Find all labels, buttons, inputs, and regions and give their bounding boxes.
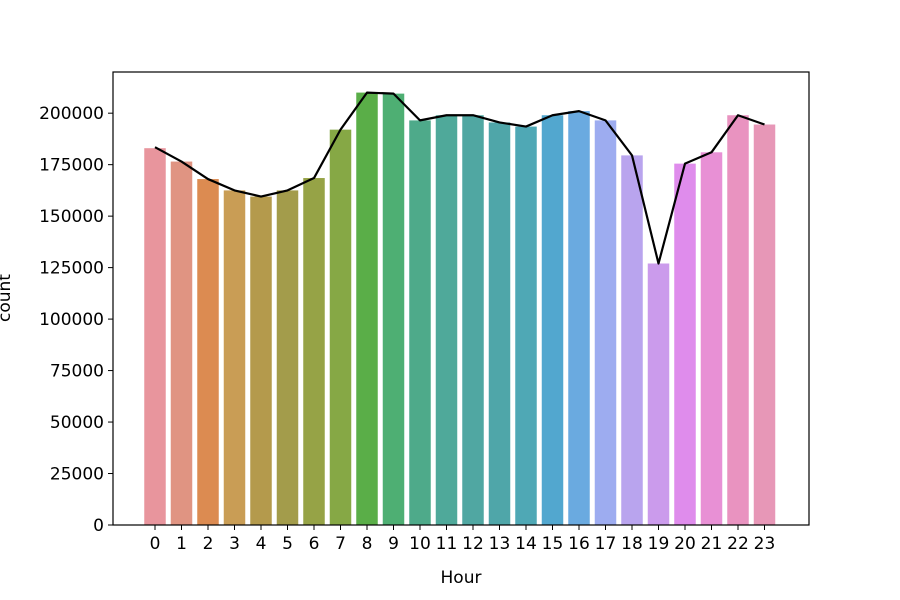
x-tick-label: 4 (256, 534, 267, 554)
x-tick-label: 8 (362, 534, 373, 554)
x-tick-label: 21 (701, 534, 723, 554)
x-tick-label: 5 (282, 534, 293, 554)
bar-hour-11 (435, 115, 458, 526)
bar-hour-6 (303, 178, 325, 526)
bar-hour-9 (382, 93, 405, 526)
y-tick-label: 50000 (50, 413, 104, 433)
x-tick-label: 15 (542, 534, 564, 554)
bar-hour-12 (462, 115, 484, 526)
x-tick-label: 20 (674, 534, 696, 554)
y-tick-label: 175000 (39, 156, 104, 176)
bar-hour-21 (700, 152, 723, 526)
y-tick-label: 0 (93, 516, 104, 536)
bar-hour-22 (727, 115, 749, 526)
x-axis: 0 1 2 3 4 5 6 7 8 9 10 11 12 13 14 15 16 17 18 19 20 21 22 23 (150, 525, 776, 554)
bar-hour-18 (621, 155, 643, 525)
x-axis-label: Hour (441, 568, 482, 588)
x-tick-label: 11 (436, 534, 458, 554)
bar-hour-7 (329, 129, 352, 525)
bar-hour-14 (515, 126, 537, 525)
x-tick-label: 23 (754, 534, 776, 554)
y-tick-label: 125000 (39, 259, 104, 279)
x-tick-label: 7 (335, 534, 346, 554)
y-tick-label: 100000 (39, 310, 104, 330)
x-tick-label: 12 (462, 534, 484, 554)
bar-hour-20 (674, 163, 696, 525)
trend-line (154, 91, 765, 265)
bar-hour-19 (647, 263, 670, 525)
bar-hour-2 (197, 179, 219, 525)
y-axis-label: count (0, 274, 15, 322)
bar-hour-17 (594, 120, 617, 525)
x-tick-label: 9 (388, 534, 399, 554)
bar-hour-4 (250, 196, 272, 525)
x-tick-label: 0 (150, 534, 161, 554)
y-tick-label: 25000 (50, 465, 104, 485)
x-tick-label: 16 (568, 534, 590, 554)
y-tick-label: 200000 (39, 104, 104, 124)
x-tick-label: 13 (489, 534, 511, 554)
bar-hour-1 (170, 161, 193, 525)
x-tick-label: 1 (176, 534, 187, 554)
bar-hour-13 (488, 122, 511, 525)
x-tick-label: 22 (727, 534, 749, 554)
bar-hour-16 (568, 111, 590, 526)
bar-hour-23 (753, 124, 776, 525)
x-tick-label: 2 (203, 534, 214, 554)
x-tick-label: 6 (309, 534, 320, 554)
bar-hour-15 (541, 115, 564, 526)
plot-frame (112, 71, 810, 526)
bar-hour-10 (409, 120, 431, 525)
y-tick-label: 75000 (50, 362, 104, 382)
bar-hour-5 (276, 190, 299, 525)
x-tick-label: 17 (595, 534, 617, 554)
x-tick-label: 14 (515, 534, 537, 554)
x-tick-label: 10 (409, 534, 431, 554)
bar-hour-8 (356, 92, 378, 525)
x-tick-label: 18 (621, 534, 643, 554)
bars-group (144, 92, 776, 526)
bar-hour-0 (144, 148, 166, 525)
x-tick-label: 19 (648, 534, 670, 554)
x-tick-label: 3 (229, 534, 240, 554)
y-tick-label: 150000 (39, 207, 104, 227)
bar-hour-3 (223, 190, 246, 525)
y-axis: 0 25000 50000 75000 100000 125000 150000 175000… (39, 104, 113, 536)
